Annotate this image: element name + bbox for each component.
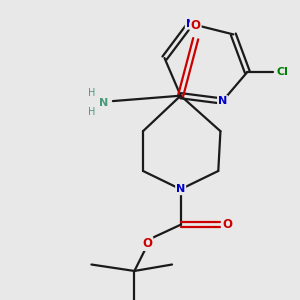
Text: O: O (142, 237, 152, 250)
Text: Cl: Cl (277, 67, 289, 77)
Text: H: H (88, 88, 96, 98)
Text: N: N (186, 19, 195, 29)
Text: N: N (99, 98, 108, 108)
Text: N: N (176, 184, 185, 194)
Text: O: O (222, 218, 232, 231)
Text: N: N (218, 96, 227, 106)
Text: O: O (191, 19, 201, 32)
Text: H: H (88, 107, 96, 117)
